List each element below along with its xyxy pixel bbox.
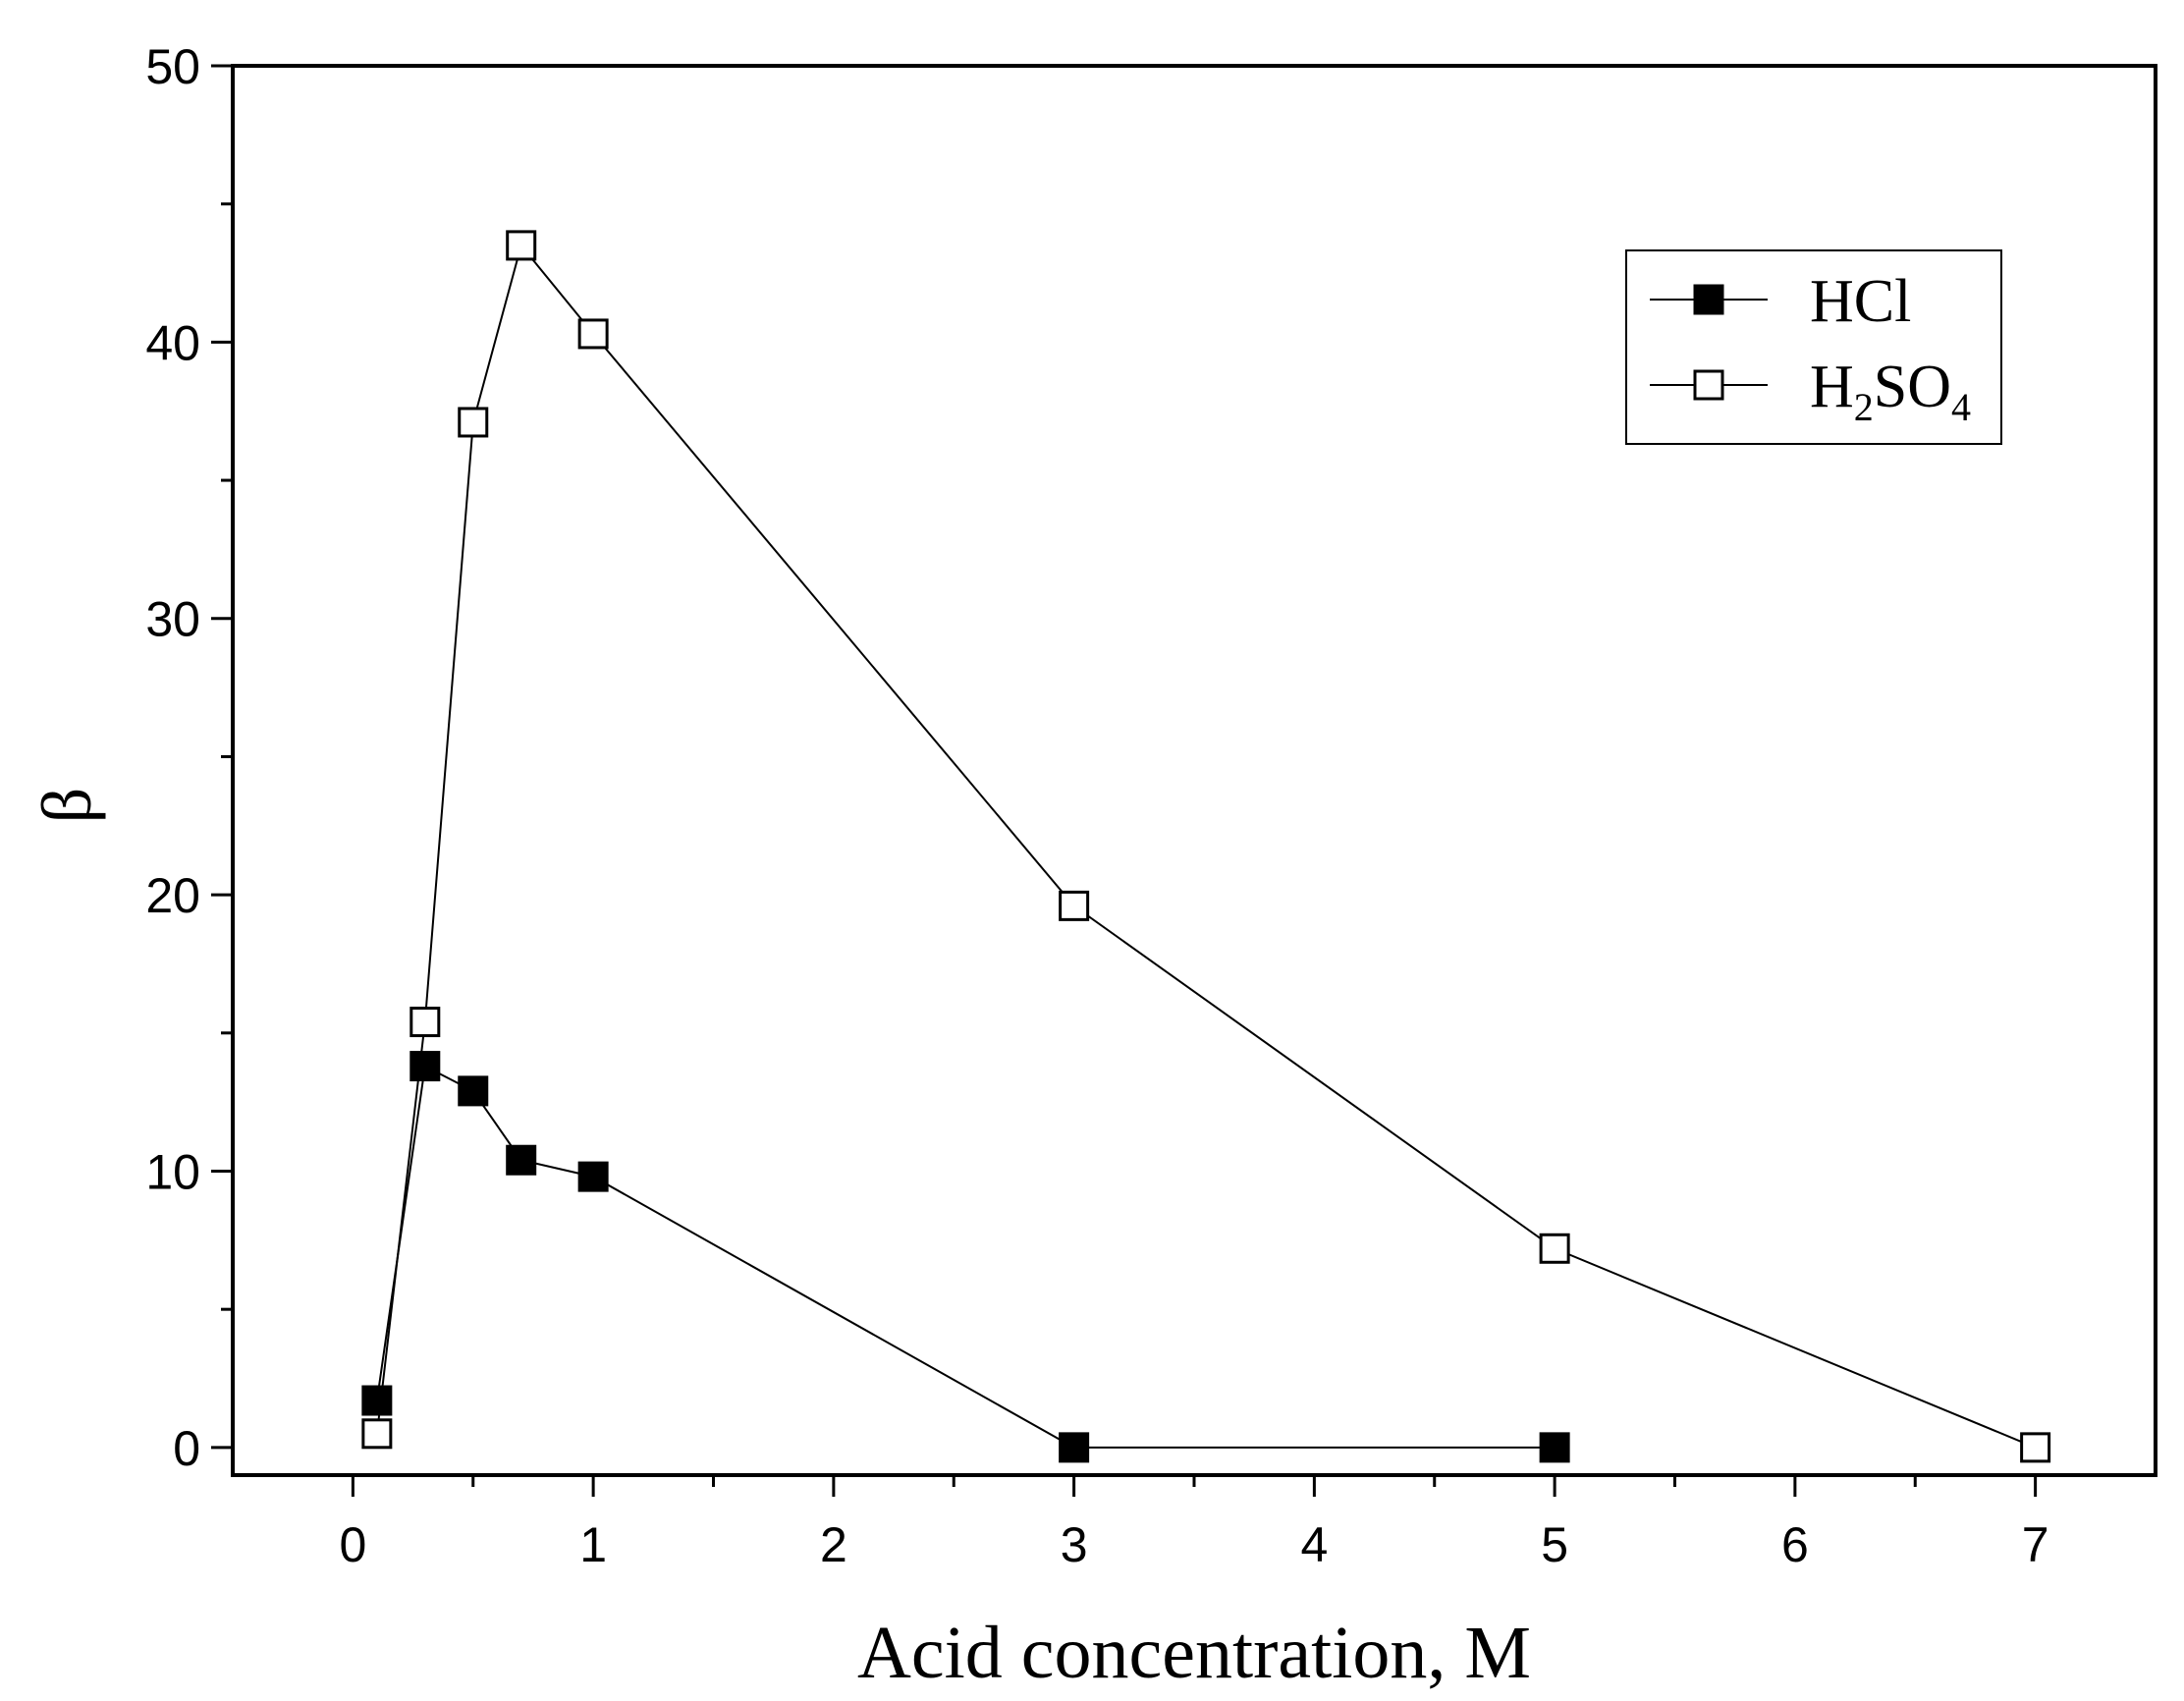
data-point-hcl: [361, 1385, 393, 1416]
y-tick-label: 50: [145, 39, 200, 94]
x-axis-title: Acid concentration, M: [857, 1612, 1531, 1694]
data-point-h2so4: [2020, 1432, 2051, 1463]
axis-ticks: [211, 64, 2038, 1497]
data-point-h2so4: [1059, 890, 1090, 921]
legend-h2so4-marker: [1693, 369, 1724, 401]
legend: HCl H2SO4: [1625, 249, 2002, 445]
y-axis-title: β: [27, 788, 106, 824]
legend-h2so4-so: SO: [1874, 354, 1951, 420]
legend-box: [1625, 249, 2002, 445]
data-point-h2so4: [361, 1418, 393, 1450]
x-tick-label: 2: [820, 1517, 847, 1572]
data-point-h2so4: [577, 318, 609, 350]
legend-h2so4-h: H: [1810, 354, 1854, 420]
legend-hcl-marker: [1693, 284, 1724, 315]
y-tick-label: 20: [145, 868, 200, 923]
y-tick-label: 10: [145, 1144, 200, 1199]
x-tick-label: 3: [1061, 1517, 1088, 1572]
x-tick-label: 7: [2022, 1517, 2049, 1572]
data-point-hcl: [1059, 1432, 1090, 1463]
y-tick-label: 30: [145, 592, 200, 647]
data-point-h2so4: [410, 1007, 441, 1038]
legend-h2so4-sub2: 4: [1951, 385, 1971, 429]
data-point-hcl: [506, 1144, 537, 1176]
data-point-hcl: [577, 1161, 609, 1192]
y-tick-label: 0: [173, 1421, 200, 1476]
data-point-h2so4: [458, 407, 489, 438]
legend-hcl-label: HCl: [1810, 268, 1911, 335]
data-point-hcl: [458, 1075, 489, 1107]
data-point-hcl: [1539, 1432, 1570, 1463]
series-line-h2so4: [375, 243, 2036, 1449]
axis-tick-labels: 0 1 2 3 4 5 6 7 0 10 20 30 40 50: [145, 39, 2048, 1572]
y-tick-label: 40: [145, 315, 200, 370]
series-points: [361, 230, 2051, 1463]
legend-h2so4-label: H2SO4: [1810, 354, 1971, 429]
data-point-h2so4: [1539, 1233, 1570, 1264]
x-tick-label: 0: [339, 1517, 366, 1572]
x-tick-label: 1: [579, 1517, 607, 1572]
legend-h2so4-sub1: 2: [1854, 385, 1874, 429]
x-tick-label: 5: [1541, 1517, 1568, 1572]
x-tick-label: 4: [1300, 1517, 1328, 1572]
x-tick-label: 6: [1781, 1517, 1809, 1572]
data-point-h2so4: [506, 230, 537, 261]
data-point-hcl: [410, 1051, 441, 1082]
